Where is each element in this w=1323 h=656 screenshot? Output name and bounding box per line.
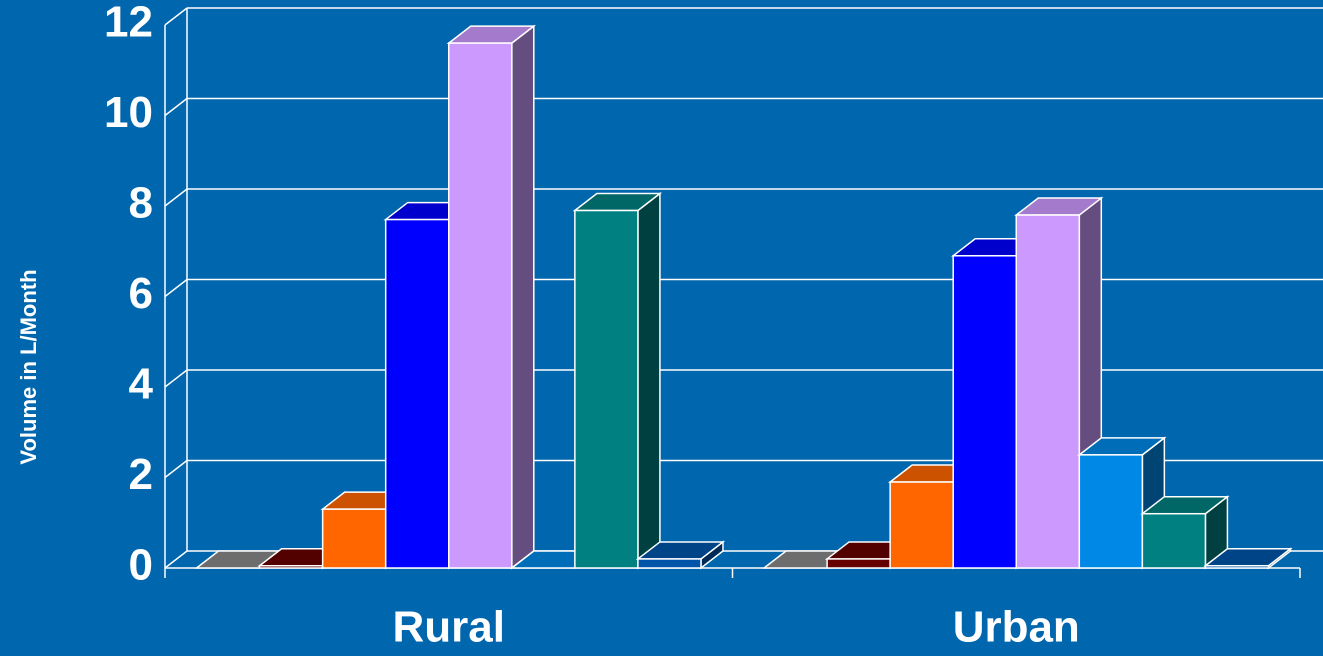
grid-line-side bbox=[164, 278, 188, 298]
grid-line-side bbox=[164, 550, 188, 569]
bar bbox=[826, 558, 891, 569]
bar-side bbox=[511, 24, 535, 570]
grid-line-side bbox=[164, 459, 188, 479]
y-tick-label: 10 bbox=[104, 88, 153, 137]
bar bbox=[258, 564, 324, 569]
bar bbox=[321, 508, 387, 569]
bar bbox=[889, 481, 954, 569]
grid-line-side bbox=[164, 369, 188, 388]
x-tick-label: Urban bbox=[953, 603, 1080, 652]
bar bbox=[637, 558, 702, 569]
bar bbox=[1204, 564, 1270, 569]
bar bbox=[574, 209, 639, 569]
y-tick-label: 0 bbox=[129, 541, 153, 590]
y-tick-label: 12 bbox=[104, 0, 153, 47]
y-tick-label: 6 bbox=[129, 269, 153, 318]
bar bbox=[384, 218, 450, 569]
bar bbox=[448, 42, 513, 569]
y-tick-label: 2 bbox=[129, 450, 153, 499]
bar bbox=[1141, 512, 1207, 569]
grid-line-side bbox=[164, 188, 188, 207]
grid-line-side bbox=[164, 97, 188, 117]
y-axis-label: Volume in L/Month bbox=[16, 269, 41, 464]
bar bbox=[1078, 454, 1144, 569]
bar bbox=[1015, 214, 1081, 569]
x-tick-label: Rural bbox=[393, 603, 505, 652]
bar-side bbox=[637, 191, 661, 570]
grid-line-side bbox=[164, 7, 188, 26]
y-tick-label: 8 bbox=[129, 179, 153, 228]
y-tick-label: 4 bbox=[129, 360, 154, 409]
bar bbox=[952, 255, 1018, 569]
